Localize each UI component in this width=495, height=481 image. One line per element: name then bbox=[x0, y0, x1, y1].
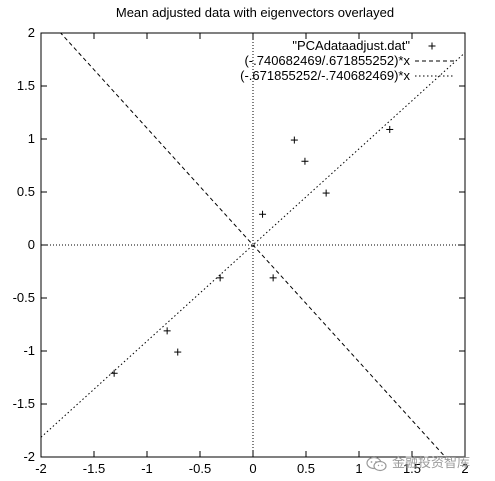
legend-entry-0: "PCAdataadjust.dat" bbox=[292, 38, 410, 53]
y-tick-label: 0.5 bbox=[17, 184, 35, 199]
x-tick-label: -1 bbox=[141, 461, 153, 476]
x-tick-label: 0.5 bbox=[297, 461, 315, 476]
wechat-icon bbox=[366, 456, 388, 472]
watermark: 金融投资智库 bbox=[366, 452, 470, 472]
x-tick-label: 0 bbox=[249, 461, 256, 476]
legend: "PCAdataadjust.dat"(-.740682469/.6718552… bbox=[240, 38, 454, 83]
x-tick-label: -2 bbox=[35, 461, 47, 476]
y-tick-label: 1 bbox=[28, 131, 35, 146]
y-tick-label: 2 bbox=[28, 25, 35, 40]
axis-ticks: -2 -1.5 -1 -0.5 0 0.5 1 1.5 2-2-1.5-1-0.500.511.… bbox=[13, 25, 469, 476]
y-tick-label: 1.5 bbox=[17, 78, 35, 93]
y-tick-label: 0 bbox=[28, 237, 35, 252]
legend-sample-0 bbox=[429, 43, 436, 50]
legend-entry-1: (-.740682469/.671855252)*x bbox=[244, 53, 410, 68]
data-points bbox=[111, 126, 394, 377]
data-point bbox=[270, 274, 277, 281]
x-tick-label: -0.5 bbox=[189, 461, 211, 476]
y-tick-label: -1 bbox=[23, 343, 35, 358]
data-point bbox=[259, 211, 266, 218]
data-point bbox=[111, 370, 118, 377]
data-point bbox=[323, 190, 330, 197]
y-tick-label: -0.5 bbox=[13, 290, 35, 305]
data-point bbox=[164, 327, 171, 334]
y-tick-label: -2 bbox=[23, 449, 35, 464]
data-point bbox=[174, 349, 181, 356]
watermark-text: 金融投资智库 bbox=[392, 456, 470, 471]
data-point bbox=[217, 274, 224, 281]
legend-entry-2: (-.671855252/-.740682469)*x bbox=[240, 68, 410, 83]
chart-title: Mean adjusted data with eigenvectors ove… bbox=[116, 5, 394, 20]
data-point bbox=[301, 158, 308, 165]
data-point bbox=[291, 137, 298, 144]
data-point bbox=[386, 126, 393, 133]
x-tick-label: 1 bbox=[355, 461, 362, 476]
x-tick-label: -1.5 bbox=[83, 461, 105, 476]
y-tick-label: -1.5 bbox=[13, 396, 35, 411]
